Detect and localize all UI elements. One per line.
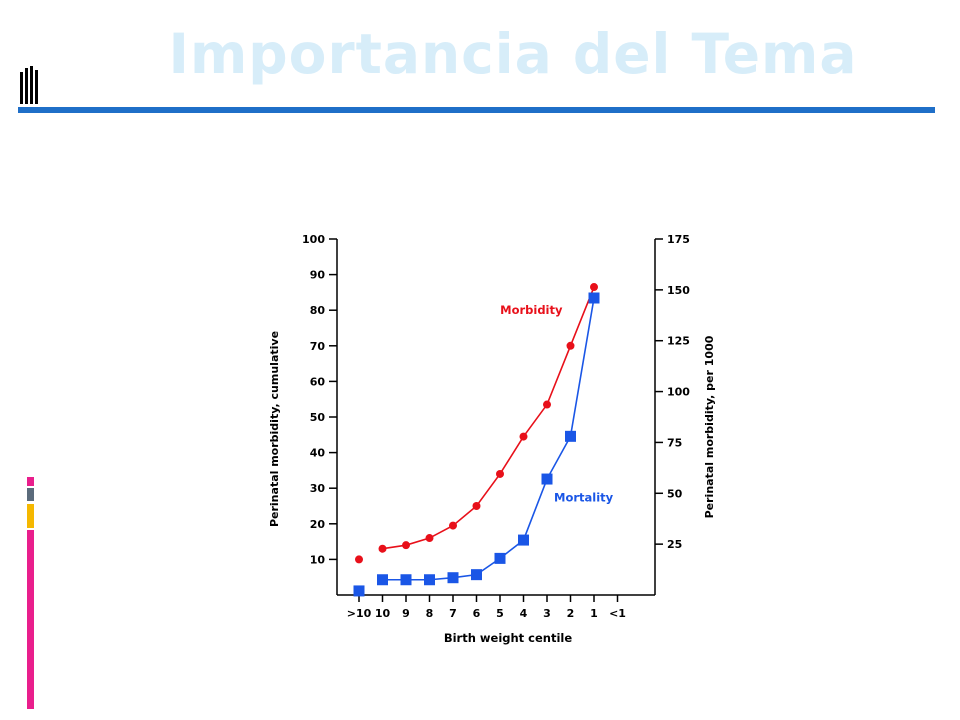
point-morbidity <box>566 341 575 350</box>
point-morbidity <box>472 502 481 510</box>
x-tick-label: >10 <box>347 607 372 620</box>
series-label-mortality: Mortality <box>554 490 614 504</box>
x-tick-label: 8 <box>426 607 434 620</box>
y-left-tick-label: 40 <box>310 447 326 460</box>
y-right-axis-title: Perinatal morbidity, per 1000 <box>703 335 716 518</box>
point-mortality <box>447 572 459 584</box>
x-tick-label: 6 <box>473 607 481 620</box>
x-tick-label: 1 <box>590 607 598 620</box>
y-right-tick-label: 125 <box>667 335 690 348</box>
point-morbidity <box>355 555 363 564</box>
point-morbidity <box>425 534 434 543</box>
x-tick-label: 4 <box>520 607 528 620</box>
point-morbidity <box>590 283 598 292</box>
y-right-tick-label: 75 <box>667 436 682 449</box>
logo-mark-icon <box>20 66 38 104</box>
y-left-tick-label: 50 <box>310 411 326 424</box>
point-morbidity <box>449 521 457 530</box>
y-left-tick-label: 90 <box>310 269 326 282</box>
x-tick-label: 5 <box>496 607 504 620</box>
point-morbidity <box>543 400 551 409</box>
birth-weight-chart: 102030405060708090100255075100125150175>… <box>268 233 716 645</box>
x-tick-label: 10 <box>375 607 391 620</box>
y-left-axis-title: Perinatal morbidity, cumulative <box>268 331 281 527</box>
point-mortality <box>494 552 506 564</box>
x-tick-label: 9 <box>402 607 410 620</box>
point-mortality <box>353 585 365 597</box>
y-right-tick-label: 25 <box>667 538 682 551</box>
y-left-tick-label: 100 <box>302 233 325 246</box>
slide-title: Importancia del Tema <box>168 22 858 86</box>
decorative-left-bars <box>27 477 34 709</box>
y-right-tick-label: 175 <box>667 233 690 246</box>
x-tick-label: 3 <box>543 607 551 620</box>
point-mortality <box>588 292 600 304</box>
y-left-tick-label: 60 <box>310 375 326 388</box>
point-morbidity <box>378 544 387 553</box>
series-line-morbidity <box>382 286 595 550</box>
x-axis-title: Birth weight centile <box>444 631 573 645</box>
y-left-tick-label: 10 <box>310 553 326 566</box>
point-mortality <box>377 574 388 586</box>
series-line-mortality <box>382 297 595 581</box>
point-mortality <box>541 473 553 485</box>
title-divider <box>18 107 935 113</box>
point-mortality <box>565 430 576 442</box>
chart-axes <box>329 238 663 602</box>
point-morbidity <box>496 469 504 478</box>
point-mortality <box>424 574 435 586</box>
y-left-tick-label: 20 <box>310 518 326 531</box>
y-right-tick-label: 150 <box>667 284 690 297</box>
y-right-tick-label: 50 <box>667 487 683 500</box>
y-right-tick-label: 100 <box>667 386 690 399</box>
y-left-tick-label: 30 <box>310 482 326 495</box>
series-label-morbidity: Morbidity <box>500 303 563 317</box>
x-tick-label: 7 <box>449 607 457 620</box>
y-left-tick-label: 80 <box>310 304 326 317</box>
point-morbidity <box>402 541 410 550</box>
x-tick-label: <1 <box>609 607 626 620</box>
point-morbidity <box>519 432 528 441</box>
point-mortality <box>400 574 412 586</box>
x-tick-label: 2 <box>567 607 575 620</box>
point-mortality <box>518 534 529 546</box>
y-left-tick-label: 70 <box>310 340 326 353</box>
chart-series <box>353 283 600 597</box>
point-mortality <box>471 569 482 581</box>
chart-labels: 102030405060708090100255075100125150175>… <box>268 233 716 645</box>
